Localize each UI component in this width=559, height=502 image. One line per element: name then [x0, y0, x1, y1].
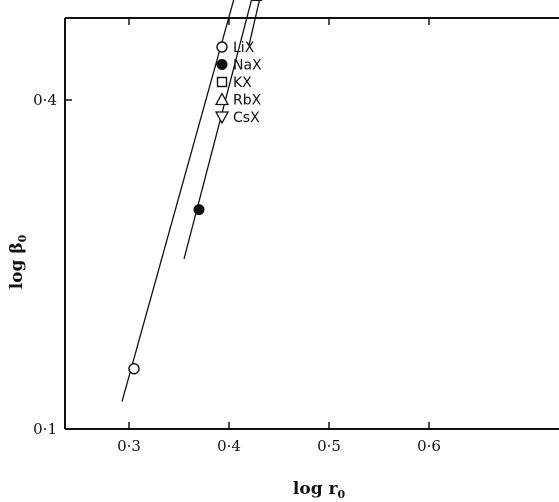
legend-marker-nax: [216, 59, 228, 70]
x-tick-label: 0·5: [317, 437, 341, 455]
x-tick-label: 0·3: [117, 437, 141, 455]
legend-marker-csx: [214, 111, 230, 125]
y-axis-label: log β0: [7, 234, 29, 289]
fit-lines: [121, 0, 261, 402]
y-tick-label: 0·4: [33, 91, 57, 109]
point-nax: [193, 204, 205, 216]
legend-label-lix: LiX: [233, 40, 255, 56]
x-tick-label: 0·6: [417, 437, 441, 455]
fit-line-lix: [121, 0, 235, 402]
fit-line-kx: [248, 0, 261, 46]
fit-line-nax: [183, 0, 253, 260]
x-tick-label: 0·4: [217, 437, 241, 455]
legend-label-csx: CsX: [233, 110, 260, 126]
y-tick-label: 0·1: [33, 420, 57, 438]
plot-frame: [64, 17, 559, 430]
fit-line-rbx: [258, 0, 261, 2]
legend-label-nax: NaX: [233, 58, 262, 74]
axis-ticks: 0·30·40·50·60·10·40·71·0: [33, 18, 441, 455]
legend-marker-kx: [216, 76, 228, 88]
legend-marker-lix: [216, 41, 228, 53]
point-lix: [128, 362, 140, 375]
legend-label-kx: KX: [233, 75, 252, 91]
legend-marker-rbx: [214, 92, 230, 106]
data-markers: [128, 0, 263, 375]
x-axis-label: log r0: [293, 479, 346, 501]
legend-label-rbx: RbX: [233, 93, 262, 109]
